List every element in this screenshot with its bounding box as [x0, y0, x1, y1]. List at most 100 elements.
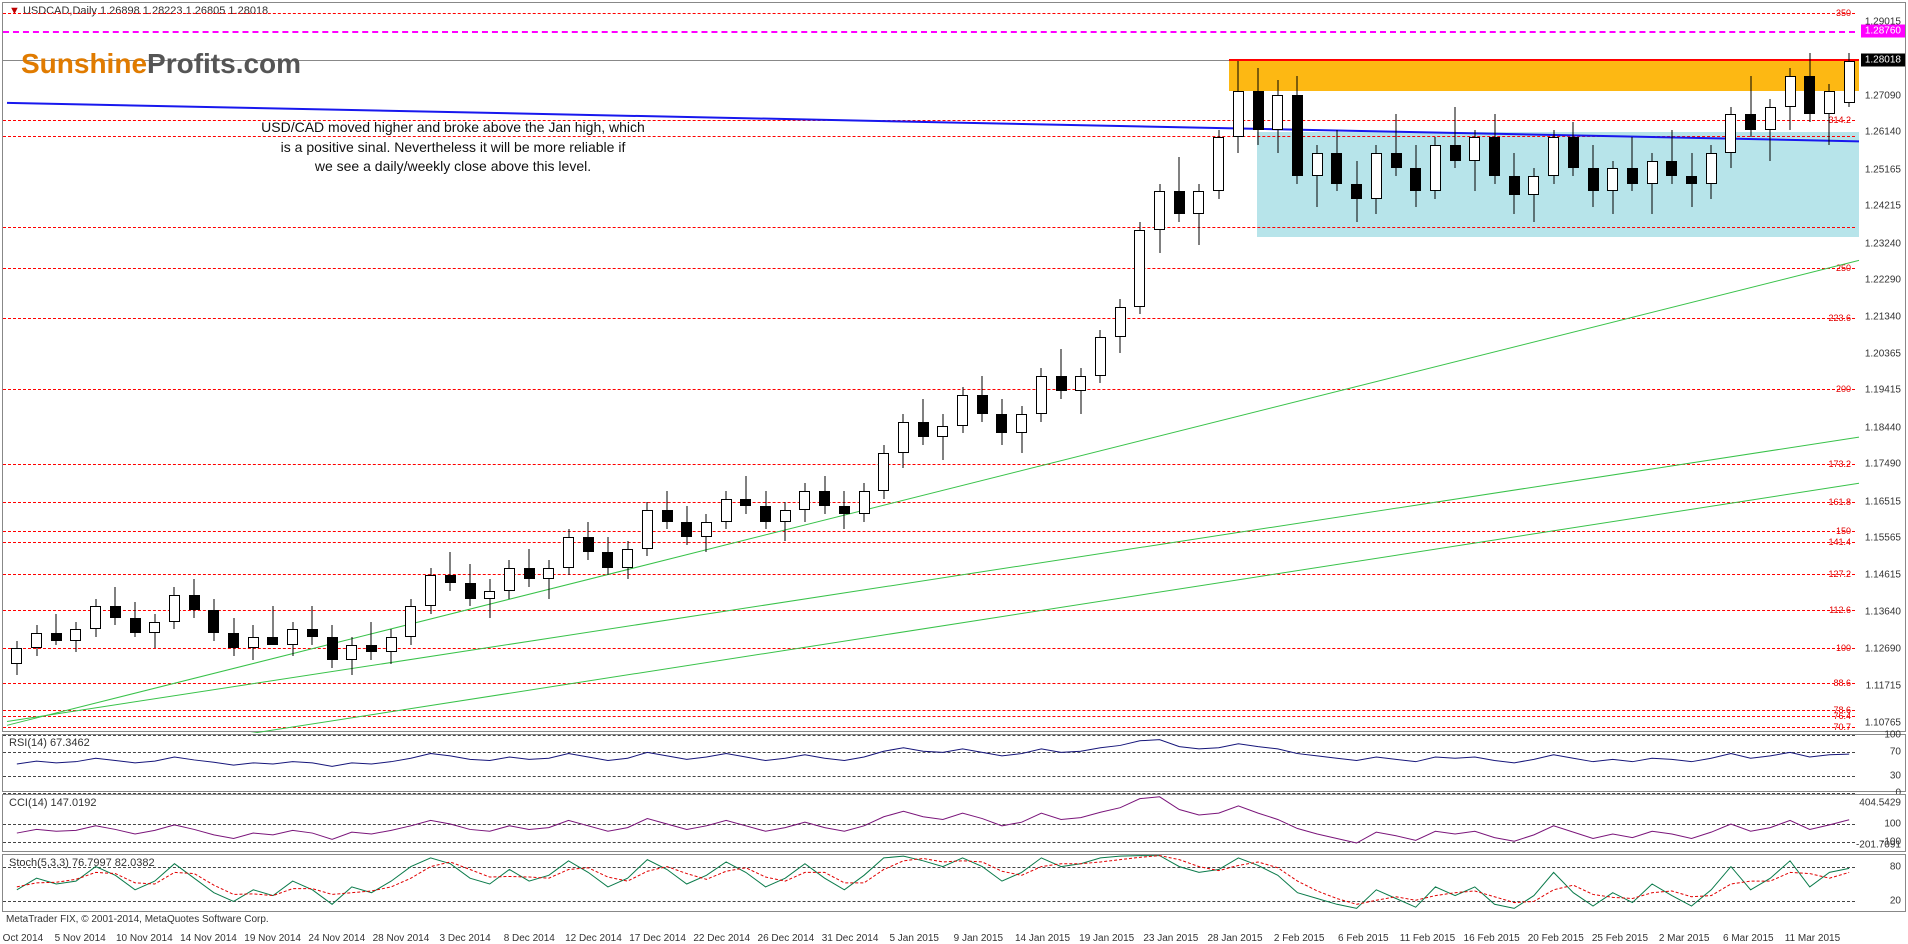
candle	[583, 3, 594, 733]
copyright-text: MetaTrader FIX, © 2001-2014, MetaQuotes …	[6, 914, 269, 925]
candle	[1193, 3, 1204, 733]
candle	[543, 3, 554, 733]
indicator-extra-label: 404.5429	[1859, 798, 1901, 809]
candle	[602, 3, 613, 733]
candle	[937, 3, 948, 733]
candle	[425, 3, 436, 733]
candle	[31, 3, 42, 733]
indicator-label: Stoch(5,3,3) 76.7997 82.0382	[3, 855, 161, 871]
indicator-level-line	[3, 735, 1855, 736]
y-tick-label: 1.12690	[1865, 643, 1901, 654]
candle	[445, 3, 456, 733]
y-tick-label: 1.11715	[1866, 681, 1901, 692]
magenta-price-tag: 1.28760	[1861, 25, 1905, 38]
candle	[799, 3, 810, 733]
indicator-level-line	[3, 752, 1855, 753]
y-tick-label: 1.17490	[1865, 459, 1901, 470]
y-tick-label: 1.16515	[1865, 496, 1901, 507]
indicator-level-line	[3, 901, 1855, 902]
candle	[208, 3, 219, 733]
candle	[11, 3, 22, 733]
annotation-text: USD/CAD moved higher and broke above the…	[193, 118, 713, 177]
candle	[957, 3, 968, 733]
y-tick-label: 1.24215	[1865, 201, 1901, 212]
indicator-level-line	[3, 776, 1855, 777]
candle	[1233, 3, 1244, 733]
candle	[465, 3, 476, 733]
candle	[622, 3, 633, 733]
candle	[1706, 3, 1717, 733]
candle	[918, 3, 929, 733]
indicator-level-label: 100	[1884, 730, 1901, 741]
indicator-level-line	[3, 842, 1855, 843]
candle	[248, 3, 259, 733]
cci-panel[interactable]: CCI(14) 147.0192100-100404.5429-201.7091	[2, 794, 1906, 852]
indicator-label: CCI(14) 147.0192	[3, 795, 102, 811]
candle	[110, 3, 121, 733]
y-tick-label: 1.21340	[1865, 311, 1901, 322]
candle	[149, 3, 160, 733]
y-tick-label: 1.19415	[1865, 385, 1901, 396]
y-tick-label: 1.25165	[1865, 164, 1901, 175]
candle	[681, 3, 692, 733]
candle	[662, 3, 673, 733]
y-tick-label: 1.14615	[1865, 569, 1901, 580]
candle	[819, 3, 830, 733]
candle	[1036, 3, 1047, 733]
candle	[307, 3, 318, 733]
candle	[1371, 3, 1382, 733]
candle	[1509, 3, 1520, 733]
indicator-level-label: 100	[1884, 819, 1901, 830]
candle	[1568, 3, 1579, 733]
candle	[780, 3, 791, 733]
candle	[1588, 3, 1599, 733]
candle	[267, 3, 278, 733]
indicator-label: RSI(14) 67.3462	[3, 735, 96, 751]
candle	[1804, 3, 1815, 733]
candle	[839, 3, 850, 733]
candle	[169, 3, 180, 733]
candle	[1430, 3, 1441, 733]
candle	[1075, 3, 1086, 733]
candle	[1253, 3, 1264, 733]
candle	[1745, 3, 1756, 733]
candle	[563, 3, 574, 733]
candle	[1489, 3, 1500, 733]
candle	[878, 3, 889, 733]
candle	[1331, 3, 1342, 733]
candle	[90, 3, 101, 733]
candle	[701, 3, 712, 733]
watermark: SunshineProfits.com	[21, 48, 301, 80]
candle	[996, 3, 1007, 733]
indicator-level-line	[3, 867, 1855, 868]
x-axis: 31 Oct 20145 Nov 201410 Nov 201414 Nov 2…	[2, 914, 1906, 930]
candle	[1469, 3, 1480, 733]
candle	[1627, 3, 1638, 733]
candle	[346, 3, 357, 733]
current-price-tag: 1.28018	[1861, 53, 1905, 66]
y-tick-label: 1.26140	[1865, 127, 1901, 138]
candle	[1115, 3, 1126, 733]
candle	[898, 3, 909, 733]
candle	[1174, 3, 1185, 733]
candle	[70, 3, 81, 733]
candle	[327, 3, 338, 733]
y-tick-label: 1.23240	[1865, 238, 1901, 249]
candle	[366, 3, 377, 733]
indicator-level-label: 30	[1890, 770, 1901, 781]
price-chart-panel[interactable]: ▼ USDCAD,Daily 1.26898 1.28223 1.26805 1…	[2, 2, 1906, 732]
stoch-panel[interactable]: Stoch(5,3,3) 76.7997 82.03828020	[2, 854, 1906, 912]
candle	[1292, 3, 1303, 733]
candle	[1391, 3, 1402, 733]
candle	[1548, 3, 1559, 733]
candle	[740, 3, 751, 733]
candle	[504, 3, 515, 733]
candle	[405, 3, 416, 733]
candle	[1607, 3, 1618, 733]
indicator-level-label: 70	[1890, 747, 1901, 758]
candle	[1056, 3, 1067, 733]
indicator-level-line	[3, 824, 1855, 825]
rsi-panel[interactable]: RSI(14) 67.346210070300	[2, 734, 1906, 792]
y-tick-label: 1.18440	[1865, 422, 1901, 433]
candle	[1686, 3, 1697, 733]
